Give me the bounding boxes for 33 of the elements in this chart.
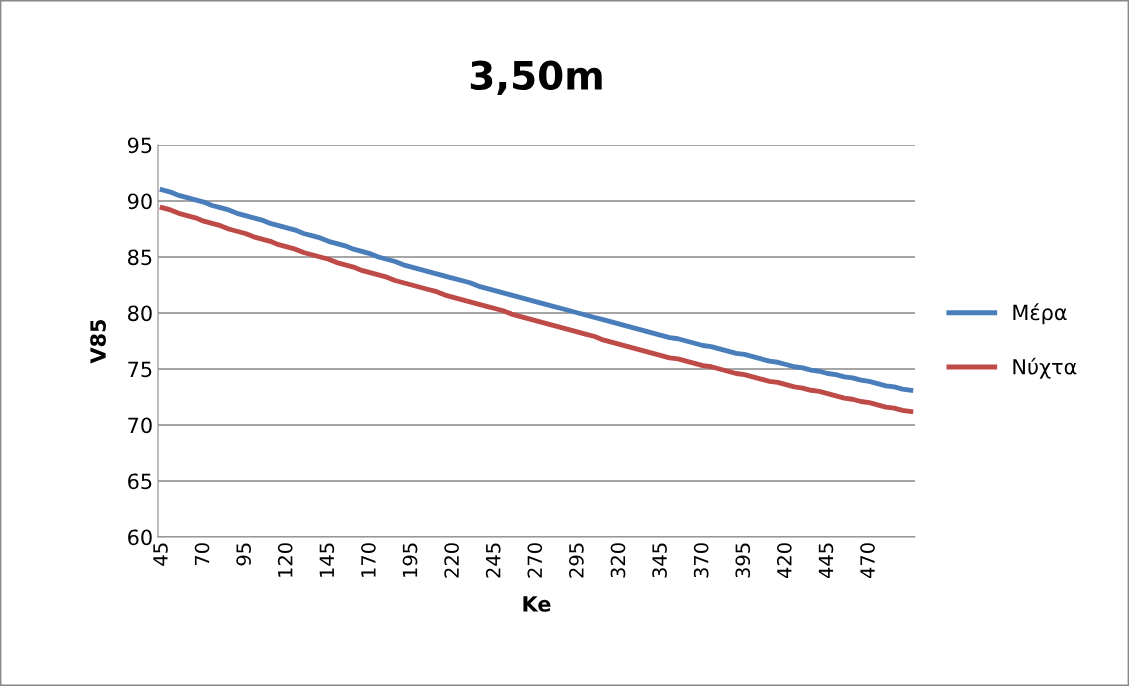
x-tick-label: 120 [277, 543, 293, 577]
x-tick-label: 170 [361, 543, 376, 577]
x-tick-label: 70 [194, 543, 210, 566]
line-series [159, 205, 914, 414]
x-tick-label: 395 [735, 543, 751, 578]
x-tick-label: 320 [610, 543, 626, 578]
x-tick-label: 470 [860, 543, 875, 579]
legend-label: Μέρα [1013, 303, 1067, 325]
y-tick-label: 80 [128, 305, 152, 322]
y-tick-label: 90 [127, 193, 152, 210]
y-tick-label: 75 [128, 361, 152, 378]
x-axis-title: Ke [523, 596, 551, 612]
line-series [159, 187, 914, 393]
y-axis-title: V85 [90, 319, 106, 364]
x-tick-label: 45 [153, 543, 168, 566]
x-tick-label: 270 [527, 543, 543, 578]
x-tick-label: 420 [776, 543, 792, 579]
y-tick-label: 70 [128, 417, 152, 434]
x-tick-label: 145 [319, 543, 335, 577]
x-tick-label: 95 [236, 543, 251, 566]
x-tick-label: 295 [569, 543, 584, 578]
x-tick-label: 245 [485, 543, 501, 578]
x-tick-label: 370 [693, 543, 709, 578]
y-tick-label: 65 [128, 473, 152, 490]
y-tick-label: 60 [128, 529, 152, 546]
legend-label: Νύχτα [1013, 357, 1077, 379]
y-tick-label: 85 [128, 249, 152, 266]
x-tick-label: 445 [818, 543, 834, 579]
x-tick-label: 345 [652, 543, 667, 578]
x-tick-label: 220 [444, 543, 459, 578]
x-tick-label: 195 [402, 543, 418, 577]
chart-title: 3,50m [470, 60, 602, 95]
y-tick-label: 95 [127, 137, 152, 154]
